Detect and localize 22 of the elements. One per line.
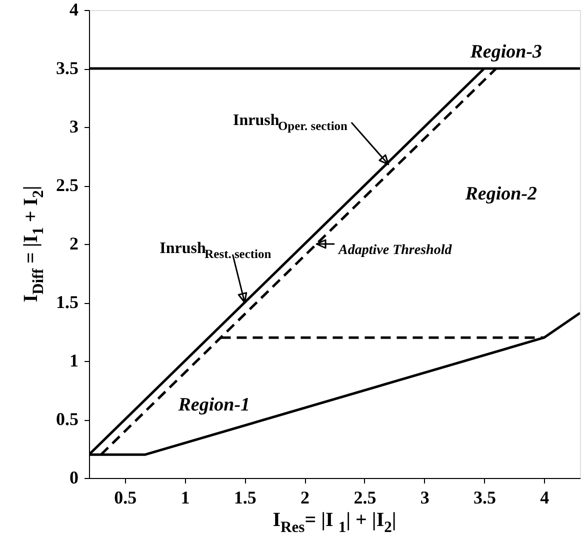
- x-tick-label: 1.5: [234, 488, 256, 508]
- y-tick-label: 3.5: [56, 58, 78, 78]
- annotation: Region-1: [177, 394, 250, 416]
- x-tick-label: 2.5: [354, 488, 376, 508]
- annotation: Region-3: [469, 42, 542, 63]
- x-tick-label: 2: [300, 488, 310, 508]
- y-tick-label: 3: [70, 116, 78, 136]
- x-tick-label: 3: [420, 488, 430, 508]
- y-tick-label: 1.5: [56, 292, 78, 312]
- y-tick-label: 0.5: [56, 409, 78, 429]
- y-tick-label: 2.5: [56, 175, 78, 195]
- x-tick-label: 3.5: [473, 488, 496, 508]
- annotation: Region-2: [464, 184, 538, 205]
- x-tick-label: 4: [540, 488, 550, 508]
- annotation: Adaptive Threshold: [338, 242, 453, 258]
- x-tick-label: 0.5: [114, 488, 137, 508]
- y-tick-label: 1: [70, 350, 78, 370]
- y-tick-label: 0: [70, 468, 78, 488]
- x-tick-label: 1: [180, 488, 190, 508]
- y-tick-label: 2: [70, 234, 78, 254]
- y-tick-label: 4: [70, 0, 78, 20]
- y-axis-title: IDiff = |I1 + I2|: [20, 186, 47, 302]
